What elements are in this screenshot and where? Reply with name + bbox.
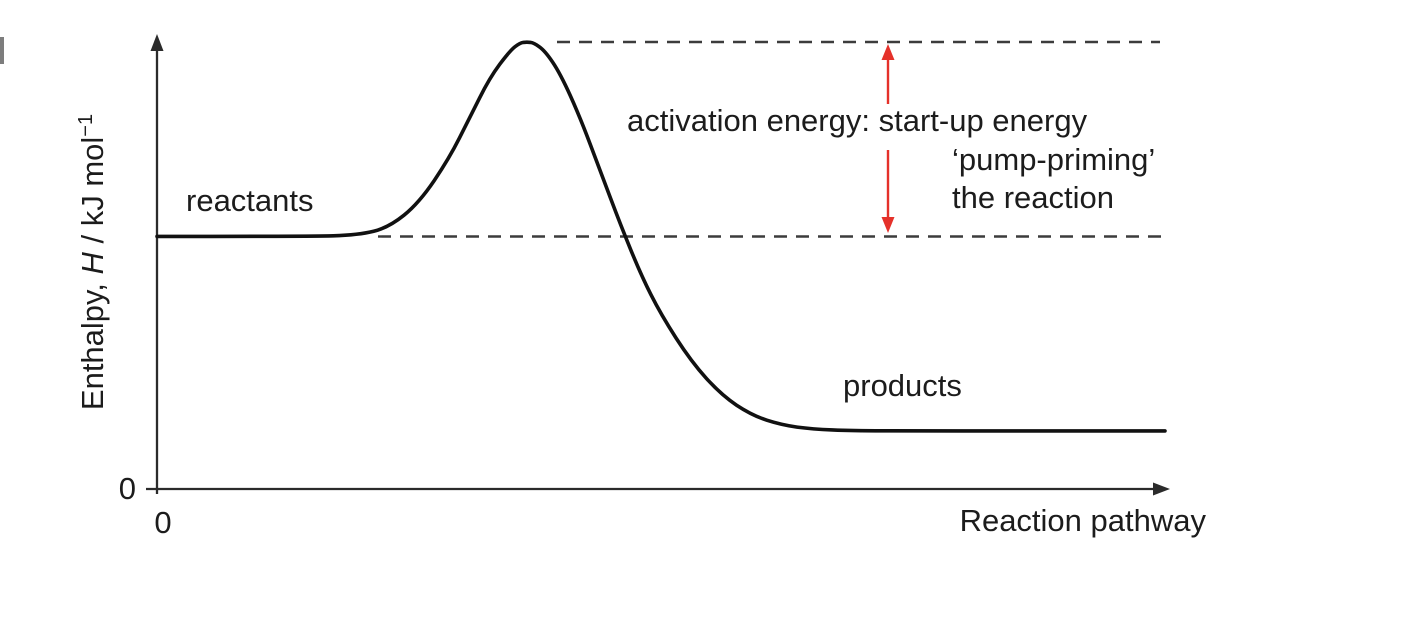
edge-artifact	[0, 37, 4, 64]
arrow-down-icon	[881, 217, 895, 233]
y-axis-title-exponent: −1	[75, 114, 97, 137]
y-axis-title: Enthalpy, H / kJ mol−1	[75, 114, 110, 410]
activation-energy-arrow	[881, 44, 895, 233]
y-axis-title-unit: / kJ mol	[75, 137, 110, 252]
activation-energy-annotation: activation energy: start-up energy ‘pump…	[627, 103, 1155, 215]
x-axis-arrowhead-icon	[1153, 482, 1170, 496]
annotation-line-2: ‘pump-priming’	[952, 142, 1155, 177]
reactants-label: reactants	[186, 183, 314, 218]
y-axis-title-prefix: Enthalpy,	[75, 275, 110, 411]
annotation-line-1: activation energy: start-up energy	[627, 103, 1088, 138]
y-axis-title-symbol: H	[75, 252, 110, 275]
products-label: products	[843, 368, 962, 403]
arrow-up-icon	[881, 44, 895, 60]
reaction-energy-curve	[155, 40, 1167, 433]
x-axis-zero-label: 0	[154, 505, 171, 540]
annotation-line-3: the reaction	[952, 180, 1114, 215]
y-axis-zero-label: 0	[119, 471, 136, 506]
y-axis-arrowhead-icon	[150, 34, 164, 51]
x-axis-title: Reaction pathway	[960, 503, 1207, 538]
axes	[146, 34, 1170, 496]
